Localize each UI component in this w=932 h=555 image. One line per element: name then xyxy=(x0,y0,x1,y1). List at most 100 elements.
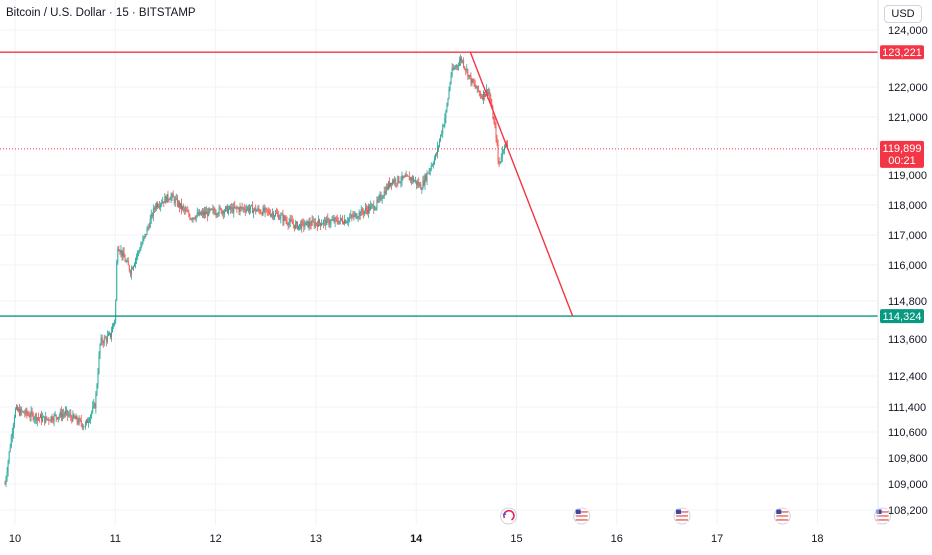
crypto-event-icon[interactable] xyxy=(499,507,517,525)
candle-body xyxy=(302,221,304,223)
candle-body xyxy=(40,414,41,418)
candle-body xyxy=(504,142,506,147)
candle-body xyxy=(421,189,423,191)
candle-body xyxy=(128,265,130,271)
us-flag-icon[interactable] xyxy=(673,507,691,525)
candle-body xyxy=(63,414,64,415)
candle-body xyxy=(75,416,77,420)
y-tick-label: 114,800 xyxy=(888,296,927,308)
candle-body xyxy=(25,409,27,414)
candle-body xyxy=(53,414,55,422)
candle-body xyxy=(16,406,17,409)
candle-body xyxy=(420,184,422,190)
candle-body xyxy=(333,219,335,223)
candle-body xyxy=(206,211,208,215)
candle-body xyxy=(252,205,254,214)
candle-body xyxy=(192,217,194,220)
candle-body xyxy=(432,163,434,166)
candle-body xyxy=(357,217,359,218)
candle-body xyxy=(185,210,187,211)
candle-body xyxy=(237,208,239,210)
candle-body xyxy=(86,419,87,424)
candle-body xyxy=(297,222,298,230)
candle-body xyxy=(496,137,498,144)
candle-body xyxy=(296,222,297,224)
x-tick-label: 13 xyxy=(310,533,322,545)
currency-button[interactable]: USD xyxy=(884,5,922,23)
candle-body xyxy=(258,208,260,211)
candle-body xyxy=(91,411,93,416)
candle-body xyxy=(130,268,132,275)
y-tick-label: 109,000 xyxy=(888,479,928,491)
us-flag-icon[interactable] xyxy=(874,507,892,525)
candle-body xyxy=(231,207,233,210)
candle-body xyxy=(294,223,296,229)
candle-body xyxy=(477,85,479,92)
candle-body xyxy=(501,150,503,158)
candle-body xyxy=(251,205,252,207)
candle-body xyxy=(362,212,364,214)
candle-body xyxy=(134,264,135,267)
candle-body xyxy=(172,194,174,198)
candle-body xyxy=(51,416,53,421)
y-tick-label: 124,000 xyxy=(888,25,928,37)
candle-body xyxy=(354,213,356,215)
x-tick-label: 17 xyxy=(711,533,723,545)
candle-body xyxy=(460,58,461,62)
candle-body xyxy=(431,165,433,166)
flag-stripe xyxy=(675,511,688,513)
candle-body xyxy=(99,343,101,356)
candle-body xyxy=(163,201,165,203)
candle-body xyxy=(345,219,347,224)
event-markers[interactable] xyxy=(499,507,892,525)
candle-body xyxy=(70,414,72,418)
candle-body xyxy=(309,221,311,226)
candle-body xyxy=(397,176,399,184)
candle-body xyxy=(298,225,300,230)
candle-body xyxy=(434,154,436,159)
flag-stripe xyxy=(776,521,789,523)
candle-body xyxy=(306,220,308,222)
candle-body xyxy=(26,409,28,414)
candle-body xyxy=(37,417,39,419)
candle-body xyxy=(32,413,34,420)
candle-body xyxy=(230,206,232,210)
resistance-price-tag-bg xyxy=(880,45,924,60)
candle-body xyxy=(410,177,412,180)
candle-body xyxy=(467,69,469,77)
candle-body xyxy=(378,197,380,201)
candle-body xyxy=(381,198,383,200)
us-flag-icon[interactable] xyxy=(773,507,791,525)
us-flag-icon[interactable] xyxy=(573,507,591,525)
candle-body xyxy=(442,126,444,134)
flag-stripe xyxy=(675,513,688,515)
candle-body xyxy=(351,215,353,216)
candle-body xyxy=(69,414,71,416)
candle-body xyxy=(106,335,108,342)
candle-body xyxy=(334,217,336,223)
candle-body xyxy=(348,218,350,222)
flag-stripe xyxy=(776,511,789,513)
candle-body xyxy=(415,180,417,182)
candle-body xyxy=(463,60,465,67)
candle-body xyxy=(107,334,109,336)
flag-stripe xyxy=(675,521,688,523)
candle-body xyxy=(157,203,158,207)
y-tick-label: 122,000 xyxy=(888,82,928,94)
candle-body xyxy=(44,416,46,423)
candle-body xyxy=(471,79,473,84)
candle-body xyxy=(23,411,25,414)
candle-body xyxy=(137,252,139,257)
candle-body xyxy=(337,221,339,224)
candle-body xyxy=(274,215,275,218)
flag-canton xyxy=(876,509,882,514)
candle-body xyxy=(170,196,172,200)
candle-body xyxy=(370,205,372,211)
trendline[interactable] xyxy=(469,51,574,317)
candle-body xyxy=(173,197,175,203)
candle-body xyxy=(59,411,61,416)
flag-stripe xyxy=(876,515,889,517)
candle-body xyxy=(285,219,287,221)
